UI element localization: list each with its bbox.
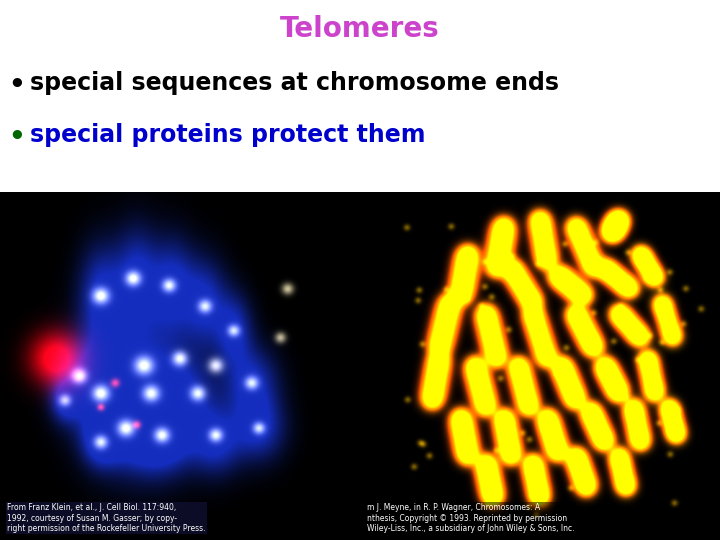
Text: special proteins protect them: special proteins protect them	[30, 123, 426, 147]
Text: •: •	[9, 73, 25, 99]
Text: •: •	[9, 125, 25, 151]
Text: Telomeres: Telomeres	[280, 15, 440, 43]
Text: special sequences at chromosome ends: special sequences at chromosome ends	[30, 71, 559, 95]
Text: m J. Meyne, in R. P. Wagner, Chromosomes: A
nthesis, Copyright © 1993. Reprinted: m J. Meyne, in R. P. Wagner, Chromosomes…	[367, 503, 575, 533]
Text: From Franz Klein, et al., J. Cell Biol. 117:940,
1992, courtesy of Susan M. Gass: From Franz Klein, et al., J. Cell Biol. …	[7, 503, 206, 533]
